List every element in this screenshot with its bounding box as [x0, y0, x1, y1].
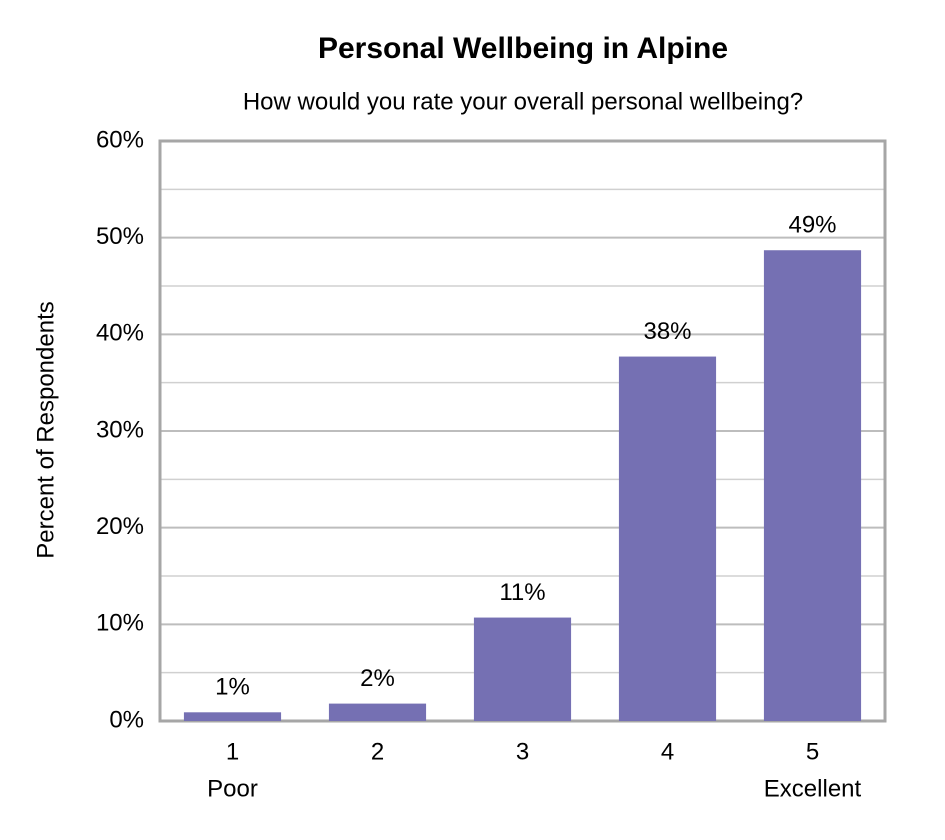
data-label: 38% — [643, 318, 691, 345]
chart-title: Personal Wellbeing in Alpine — [318, 32, 728, 65]
y-axis-label: Percent of Respondents — [32, 301, 59, 559]
x-tick-label: 1 — [226, 738, 239, 765]
data-label: 2% — [360, 665, 395, 692]
x-tick-label: 3 — [516, 738, 529, 765]
bar — [328, 703, 427, 721]
bar — [763, 250, 862, 721]
x-tick-label: 2 — [371, 738, 384, 765]
x-tick-label: 5 — [806, 738, 819, 765]
x-tick-label: 4 — [661, 738, 674, 765]
chart-subtitle: How would you rate your overall personal… — [243, 88, 803, 115]
data-label: 49% — [788, 212, 836, 239]
y-tick-label: 60% — [96, 126, 144, 153]
x-tick-sublabel: Excellent — [764, 775, 862, 802]
data-label: 11% — [499, 579, 545, 606]
bar — [473, 617, 572, 721]
y-tick-label: 40% — [96, 320, 144, 347]
y-tick-label: 30% — [96, 416, 144, 443]
y-tick-label: 20% — [96, 513, 144, 540]
x-tick-sublabel: Poor — [207, 775, 258, 802]
y-tick-label: 50% — [96, 223, 144, 250]
bar — [618, 356, 717, 721]
y-tick-label: 0% — [109, 706, 144, 733]
bar — [183, 712, 282, 721]
y-tick-label: 10% — [96, 610, 144, 637]
data-label: 1% — [215, 674, 250, 701]
